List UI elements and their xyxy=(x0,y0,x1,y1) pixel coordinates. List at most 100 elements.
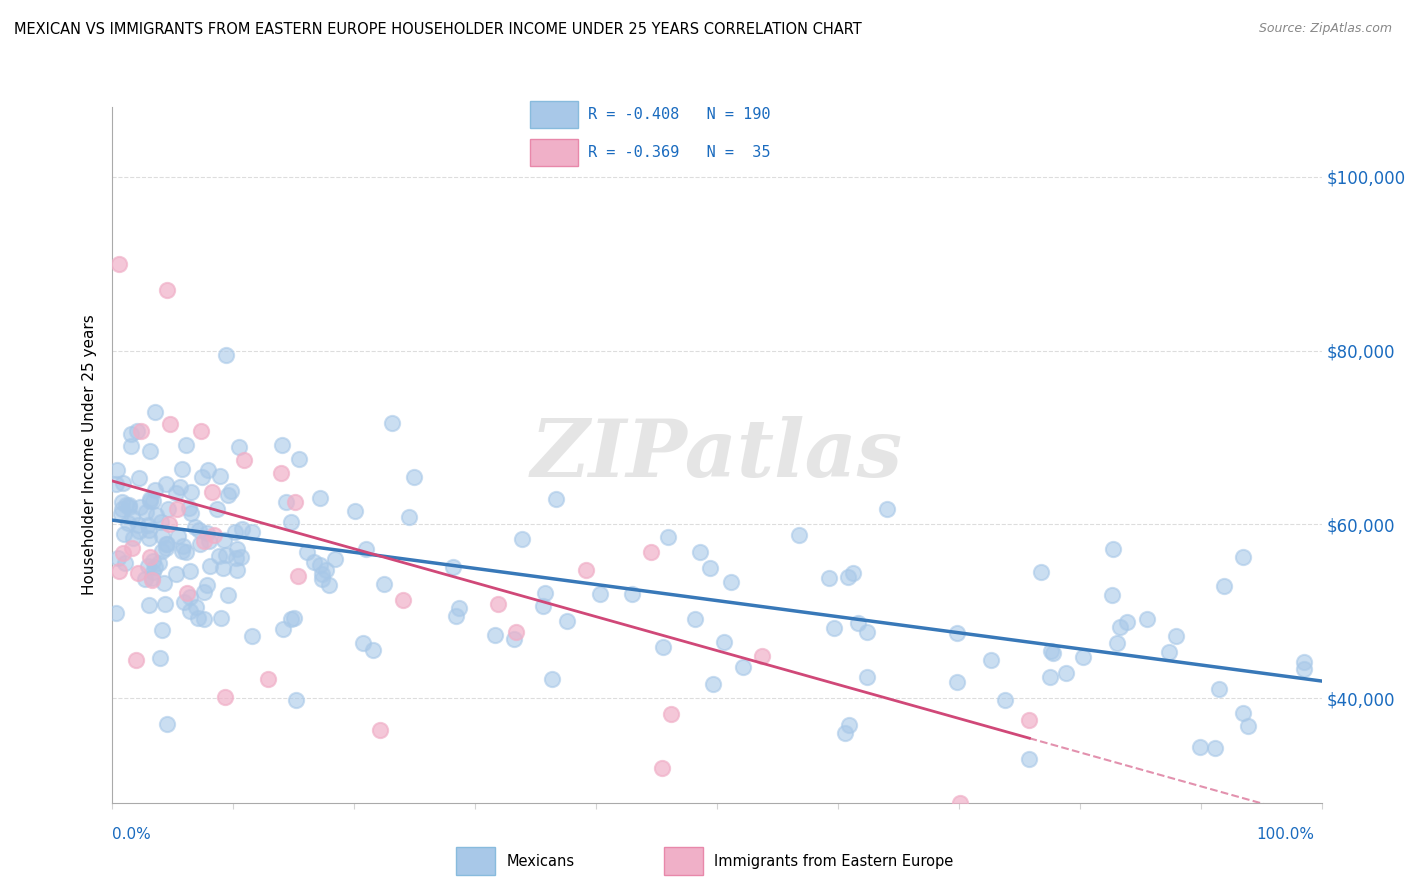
Point xyxy=(1204,740,1226,755)
Point xyxy=(112,545,135,559)
Point xyxy=(165,486,187,500)
Point xyxy=(1157,645,1180,659)
Point xyxy=(531,599,554,613)
Point xyxy=(856,625,879,640)
Point xyxy=(117,516,139,530)
Point xyxy=(114,556,136,570)
Text: Mexicans: Mexicans xyxy=(506,854,574,869)
Point xyxy=(183,520,205,534)
Point xyxy=(107,257,129,271)
Text: R = -0.408   N = 190: R = -0.408 N = 190 xyxy=(588,107,770,122)
Point xyxy=(128,524,150,538)
Point xyxy=(818,571,841,585)
Point xyxy=(121,541,143,555)
Point xyxy=(1105,636,1128,650)
Point xyxy=(308,491,330,505)
Point xyxy=(640,545,662,559)
Point xyxy=(139,494,162,508)
Point xyxy=(197,463,219,477)
Point xyxy=(1018,713,1040,727)
Point xyxy=(621,587,644,601)
Point xyxy=(143,559,166,574)
Point xyxy=(280,612,302,626)
Point xyxy=(370,723,392,737)
Point xyxy=(838,718,860,732)
Point xyxy=(233,453,256,467)
Point xyxy=(484,628,506,642)
Point xyxy=(127,566,149,580)
Point xyxy=(117,500,139,514)
Point xyxy=(142,554,165,568)
Point xyxy=(179,590,201,604)
Point xyxy=(823,621,845,635)
Point xyxy=(127,518,149,533)
Point xyxy=(112,527,135,541)
Point xyxy=(486,597,509,611)
Point xyxy=(149,515,172,529)
Point xyxy=(1188,739,1211,754)
Point xyxy=(166,502,188,516)
Point xyxy=(308,558,330,572)
Point xyxy=(225,551,247,566)
Point xyxy=(540,673,562,687)
Point xyxy=(994,693,1017,707)
Point xyxy=(134,572,156,586)
Point xyxy=(141,573,163,587)
Point xyxy=(142,565,165,579)
Point xyxy=(1054,665,1077,680)
Point xyxy=(111,495,134,509)
Point xyxy=(217,588,239,602)
Point xyxy=(172,539,194,553)
Point xyxy=(288,452,311,467)
Point xyxy=(512,533,534,547)
Point xyxy=(1232,706,1254,721)
Point xyxy=(1018,752,1040,766)
Point xyxy=(110,507,132,521)
Point xyxy=(1029,565,1052,579)
Point xyxy=(219,483,242,498)
Point xyxy=(225,541,247,556)
Point xyxy=(193,533,215,548)
Point xyxy=(834,726,856,740)
Point xyxy=(209,611,232,625)
Point xyxy=(651,640,673,654)
Point xyxy=(129,500,152,514)
Point xyxy=(949,796,972,810)
Point xyxy=(1040,644,1063,658)
Point xyxy=(141,571,163,585)
Point xyxy=(125,653,148,667)
Point xyxy=(240,524,263,539)
Point xyxy=(138,524,160,538)
Point xyxy=(180,506,202,520)
Point xyxy=(191,470,214,484)
Point xyxy=(1101,588,1123,602)
Point xyxy=(946,626,969,640)
Point xyxy=(122,531,145,545)
Point xyxy=(188,523,211,537)
Point xyxy=(193,611,215,625)
Point xyxy=(145,508,167,523)
Point xyxy=(1101,541,1123,556)
Point xyxy=(157,517,180,532)
Point xyxy=(105,606,128,620)
Point xyxy=(713,634,735,648)
Point xyxy=(180,485,202,500)
Point xyxy=(118,499,141,513)
Point xyxy=(179,564,201,578)
Point xyxy=(1292,655,1315,669)
Point xyxy=(215,548,238,562)
Point xyxy=(214,690,236,704)
Point xyxy=(215,348,238,362)
Point xyxy=(156,717,179,731)
Point xyxy=(121,510,143,524)
Point xyxy=(1136,612,1159,626)
Point xyxy=(111,502,134,516)
Point xyxy=(177,500,200,515)
Point xyxy=(402,469,425,483)
Point xyxy=(1071,650,1094,665)
Point xyxy=(153,575,176,590)
Point xyxy=(1212,579,1234,593)
Point xyxy=(659,706,682,721)
Point xyxy=(184,600,207,615)
Point xyxy=(283,611,305,625)
